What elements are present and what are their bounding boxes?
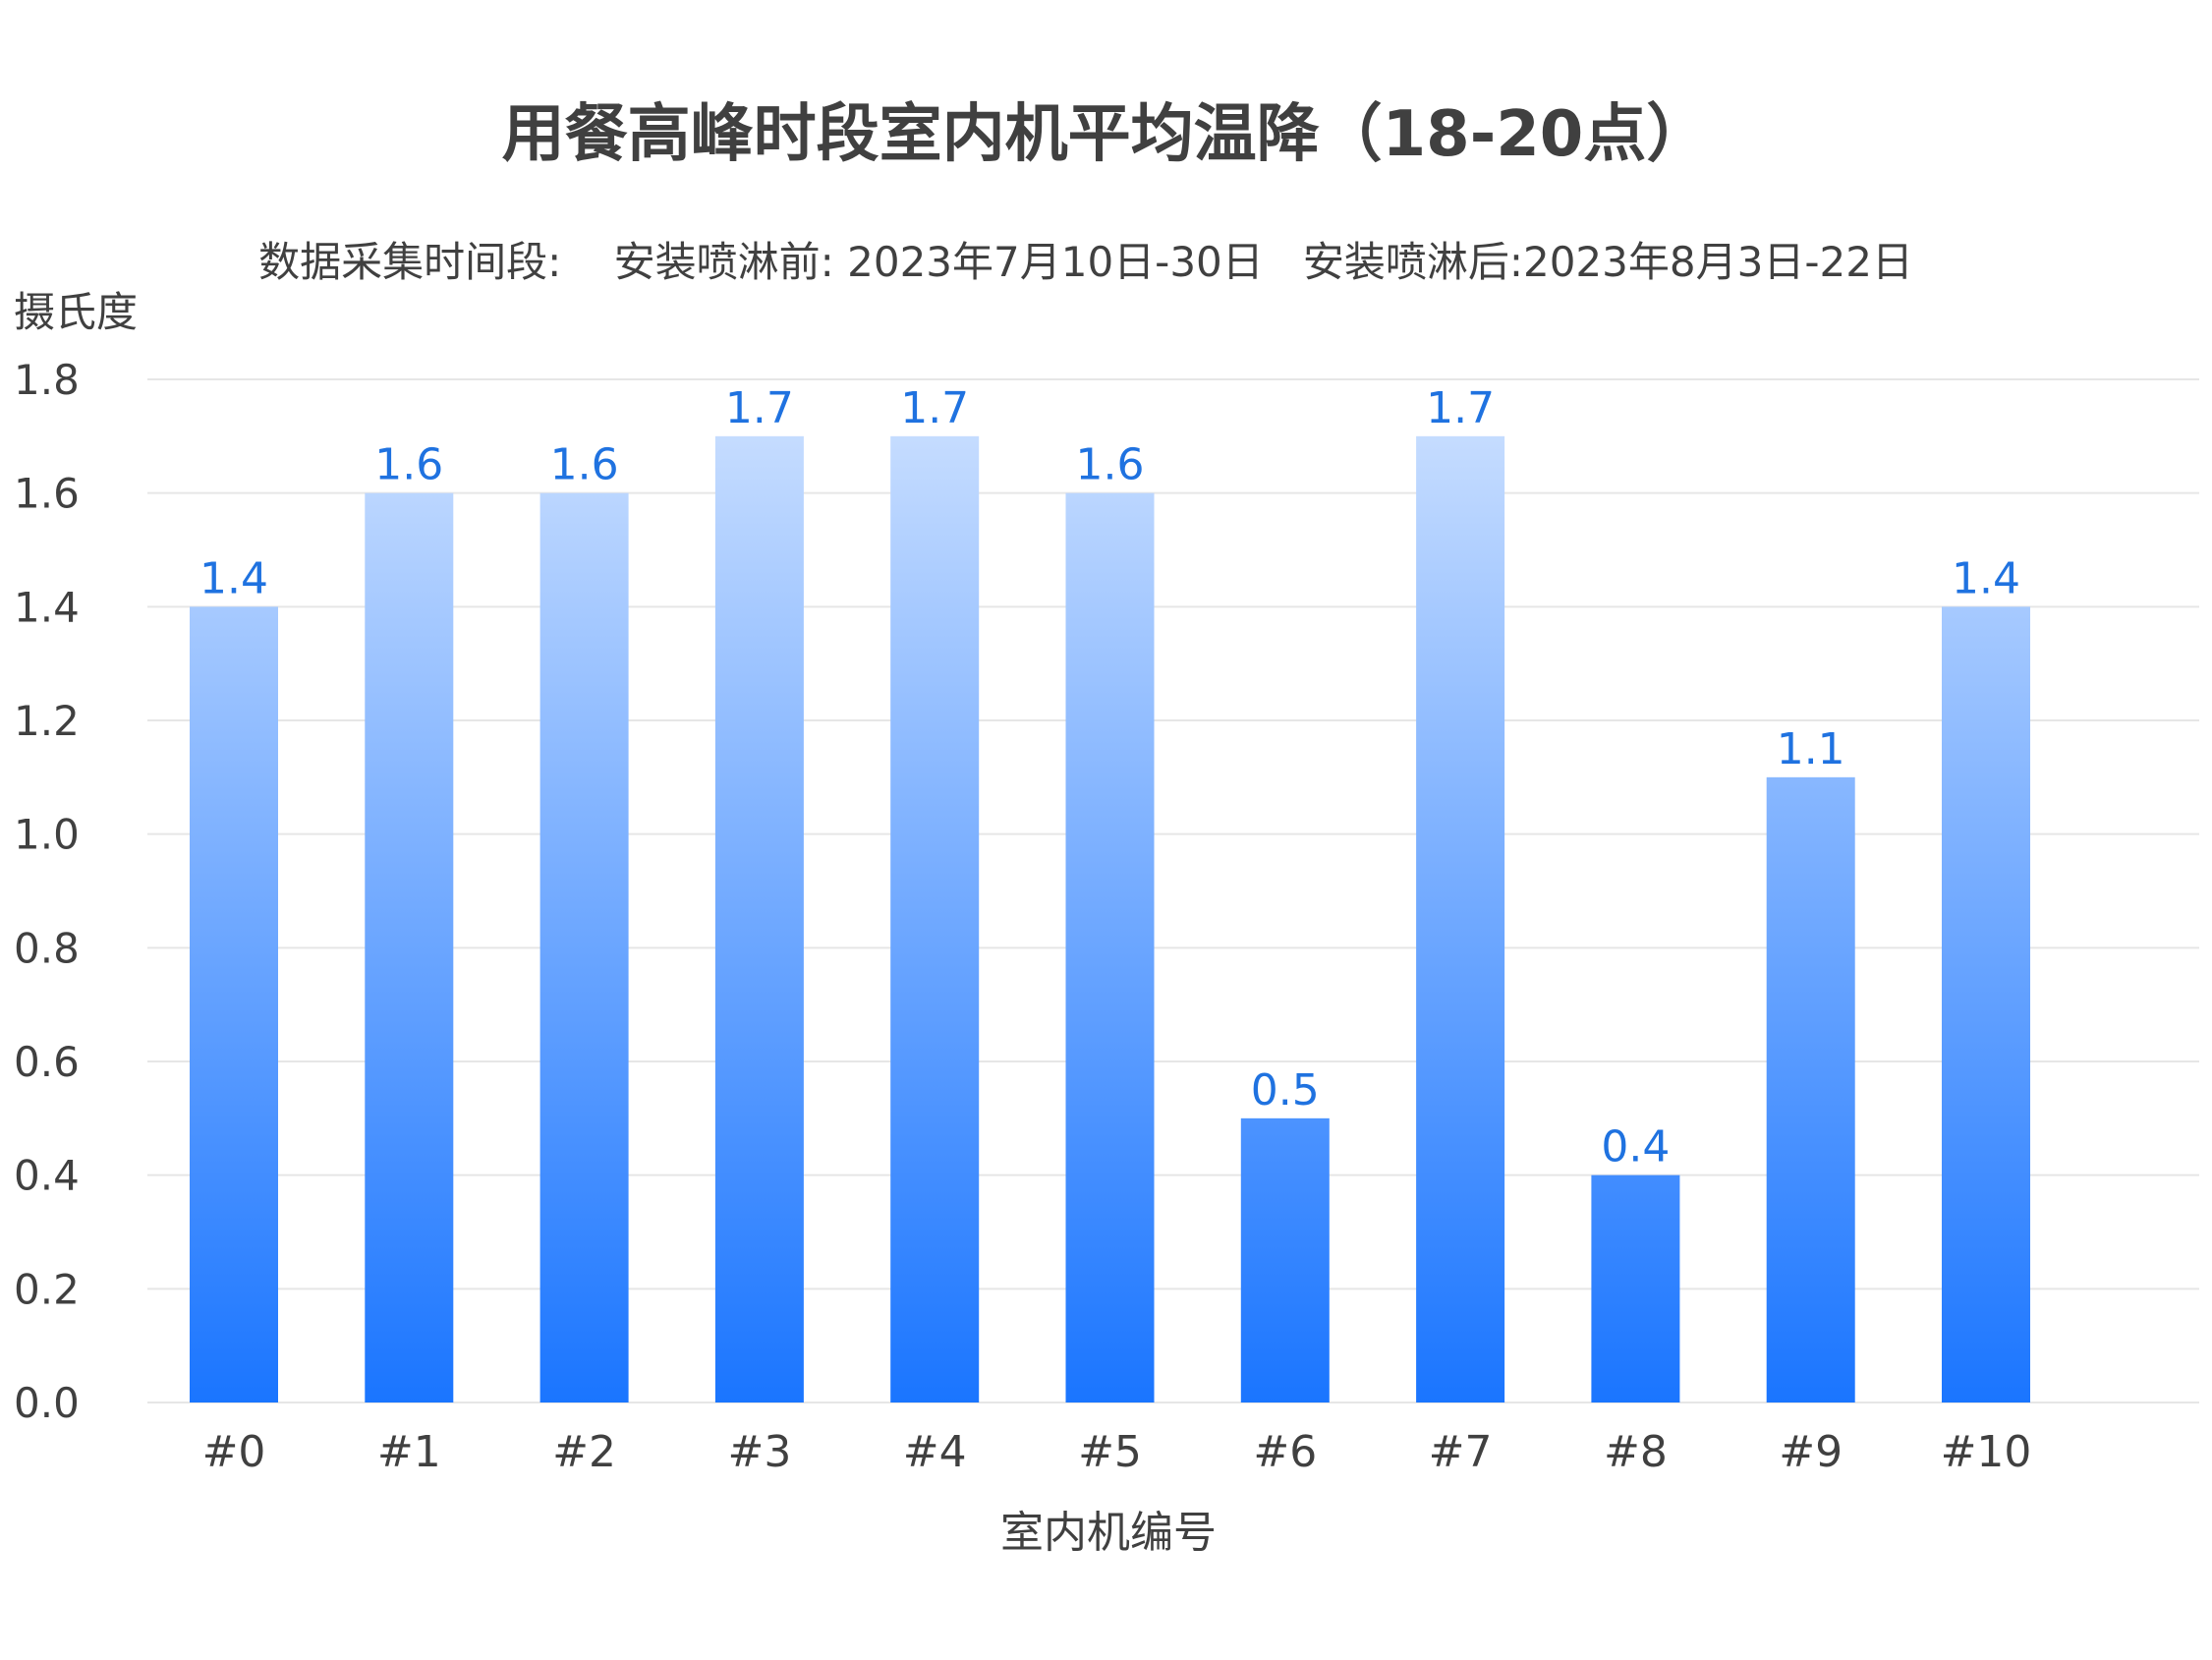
bar [1240,1117,1330,1402]
bar [539,492,629,1403]
y-tick-label: 0.8 [14,924,80,972]
data-label: 1.1 [1777,724,1845,774]
y-tick-labels: 0.0 0.2 0.4 0.6 0.8 1.0 1.2 1.4 1.6 1.8 [14,356,80,1427]
bar [190,606,278,1402]
chart-subtitle: 数据采集时间段: 安装喷淋前: 2023年7月10日-30日 安装喷淋后:202… [258,238,1913,286]
x-tick-label: #8 [1604,1427,1668,1477]
x-tick-label: #2 [552,1427,616,1477]
y-tick-label: 0.0 [14,1379,80,1427]
y-tick-label: 1.6 [14,470,80,518]
data-label: 1.6 [550,440,619,490]
data-label: 1.6 [1076,440,1145,490]
bar [890,435,980,1402]
y-tick-label: 1.8 [14,356,80,404]
x-tick-label: #9 [1779,1427,1843,1477]
x-tick-label: #10 [1941,1427,2032,1477]
grid-lines [147,378,2199,1403]
bar [1942,606,2030,1402]
data-label: 0.4 [1601,1122,1670,1173]
data-label: 1.7 [725,383,794,433]
x-tick-label: #1 [377,1427,441,1477]
bar [365,492,454,1403]
y-tick-label: 1.0 [14,811,80,859]
data-label: 1.4 [1952,553,2020,603]
y-tick-label: 1.2 [14,697,80,745]
y-tick-label: 0.2 [14,1265,80,1313]
x-tick-label: #4 [903,1427,967,1477]
y-tick-label: 0.4 [14,1152,80,1200]
y-axis-label: 摄氏度 [14,288,138,336]
y-tick-label: 1.4 [14,583,80,631]
y-tick-label: 0.6 [14,1038,80,1086]
x-tick-label: #3 [727,1427,791,1477]
x-tick-label: #0 [202,1427,266,1477]
data-label: 1.6 [374,440,443,490]
chart-title: 用餐高峰时段室内机平均温降（18-20点） [502,98,1710,171]
bar [1065,492,1155,1403]
x-tick-labels: #0 #1 #2 #3 #4 #5 #6 #7 #8 #9 #10 [202,1427,2032,1477]
bar [1766,776,1855,1402]
bar [1416,435,1505,1402]
x-tick-label: #7 [1429,1427,1493,1477]
bar [714,435,804,1402]
x-axis-label: 室内机编号 [1000,1508,1217,1558]
data-label: 1.7 [900,383,969,433]
x-tick-label: #6 [1253,1427,1317,1477]
data-labels: 1.4 1.6 1.6 1.7 1.7 1.6 0.5 1.7 0.4 1.1 1.4 [199,383,2020,1173]
data-label: 1.7 [1426,383,1495,433]
x-tick-label: #5 [1078,1427,1142,1477]
bar [1591,1174,1680,1402]
data-label: 0.5 [1251,1065,1320,1116]
bars [190,435,2030,1403]
data-label: 1.4 [199,553,268,603]
